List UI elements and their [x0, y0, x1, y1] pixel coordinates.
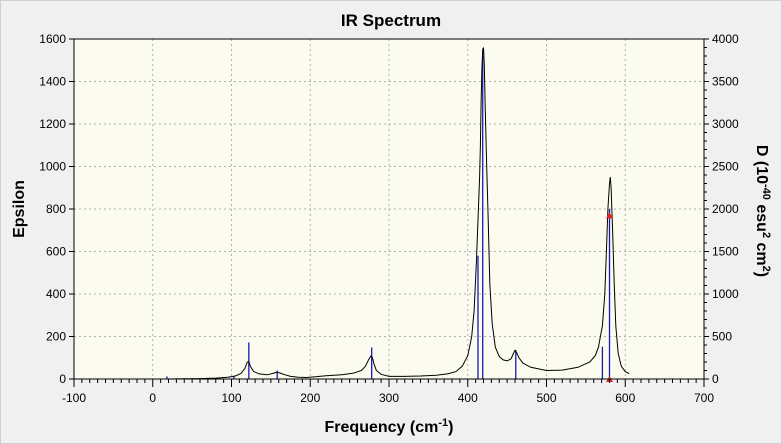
- y-tick-label: 0: [59, 372, 66, 386]
- y-tick-label: 600: [46, 245, 66, 259]
- y2-tick-label: 4000: [712, 32, 739, 46]
- intensity-sticks: [166, 51, 611, 379]
- x-axis-label: Frequency (cm-1): [325, 417, 454, 436]
- y2-label-part-2: esu: [753, 200, 770, 232]
- grid-lines: [74, 39, 704, 379]
- y2-tick-label: 3500: [712, 75, 739, 89]
- y-tick-label: 800: [46, 202, 66, 216]
- y2-label-sup-1: -40: [760, 184, 772, 200]
- y2-label-sup-2: 2: [760, 232, 772, 238]
- y2-label-part-1: D (10: [753, 145, 770, 184]
- spectrum-line: [148, 47, 630, 380]
- x-tick-label: 0: [149, 391, 156, 405]
- y2-tick-label: 2500: [712, 160, 739, 174]
- x-tick-label: 400: [458, 391, 478, 405]
- y-axis-label: Epsilon: [11, 180, 28, 238]
- y2-tick-label: 3000: [712, 117, 739, 131]
- y2-label-part-3: cm: [753, 238, 770, 266]
- y-tick-label: 1400: [39, 75, 66, 89]
- x-tick-label: 300: [379, 391, 399, 405]
- y-tick-label: 200: [46, 330, 66, 344]
- x-axis-label-sup: -1: [438, 417, 448, 429]
- y2-label-sup-3: 2: [760, 266, 772, 272]
- x-axis: -100 0 100 200 300 400 500 600 700: [62, 379, 714, 405]
- y-tick-label: 1600: [39, 32, 66, 46]
- y2-tick-label: 500: [712, 330, 732, 344]
- y2-tick-label: 0: [712, 372, 719, 386]
- y-tick-label: 1200: [39, 117, 66, 131]
- x-tick-label: -100: [62, 391, 86, 405]
- y2-tick-label: 1000: [712, 287, 739, 301]
- y-tick-label: 1000: [39, 160, 66, 174]
- x-tick-label: 500: [536, 391, 556, 405]
- y-tick-label: 400: [46, 287, 66, 301]
- y2-label-part-4: ): [753, 272, 770, 277]
- x-tick-label: 600: [615, 391, 635, 405]
- selection-marker: [606, 212, 613, 219]
- x-tick-label: 100: [221, 391, 241, 405]
- chart-title: IR Spectrum: [341, 11, 441, 30]
- y-axis-left: 0 200 400 600 800 1000 1200 1400 1600: [39, 32, 74, 386]
- x-tick-label: 700: [694, 391, 714, 405]
- y2-tick-label: 2000: [712, 202, 739, 216]
- x-tick-label: 200: [300, 391, 320, 405]
- x-axis-label-tail: ): [448, 419, 453, 436]
- y2-tick-label: 1500: [712, 245, 739, 259]
- y-axis-right: 0 500 1000 1500 2000 2500 3000 3500 4000: [704, 32, 739, 386]
- y2-axis-label: D (10-40 esu2 cm2): [753, 145, 772, 277]
- x-axis-label-text: Frequency (cm: [325, 419, 439, 436]
